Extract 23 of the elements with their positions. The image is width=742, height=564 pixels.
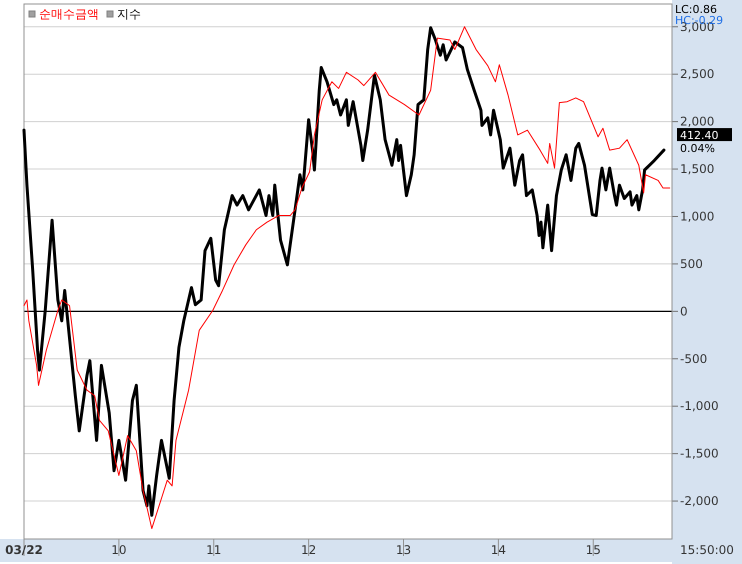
y-tick-label: 2,000	[680, 114, 714, 129]
text: 15:50:00	[680, 543, 734, 557]
text: 순매수금액	[39, 7, 99, 21]
text: 지수	[117, 7, 141, 21]
x-tick-label: 14	[490, 543, 506, 557]
y-tick-label: -500	[680, 352, 708, 366]
text: 0.04%	[680, 142, 715, 156]
y-tick-label: 500	[680, 256, 703, 271]
y-tick-label: 1,500	[680, 162, 714, 176]
y-tick-label: -1,000	[680, 399, 719, 414]
y-tick-label: 0	[680, 304, 688, 318]
text: LC:0.86	[675, 3, 718, 16]
x-tick-label: 03/22	[5, 543, 43, 557]
text: 412.40	[680, 129, 718, 142]
y-tick-label: 2,500	[680, 67, 714, 82]
x-tick-label: 13	[396, 543, 412, 557]
y-tick-label: 1,000	[680, 209, 714, 224]
x-tick-label: 11	[206, 543, 222, 557]
x-tick-label: 10	[111, 543, 127, 557]
x-tick-label: 12	[300, 543, 316, 557]
x-tick-label: 15	[586, 543, 601, 557]
y-tick-label: -1,500	[680, 446, 719, 461]
y-tick-label: -2,000	[680, 494, 719, 508]
